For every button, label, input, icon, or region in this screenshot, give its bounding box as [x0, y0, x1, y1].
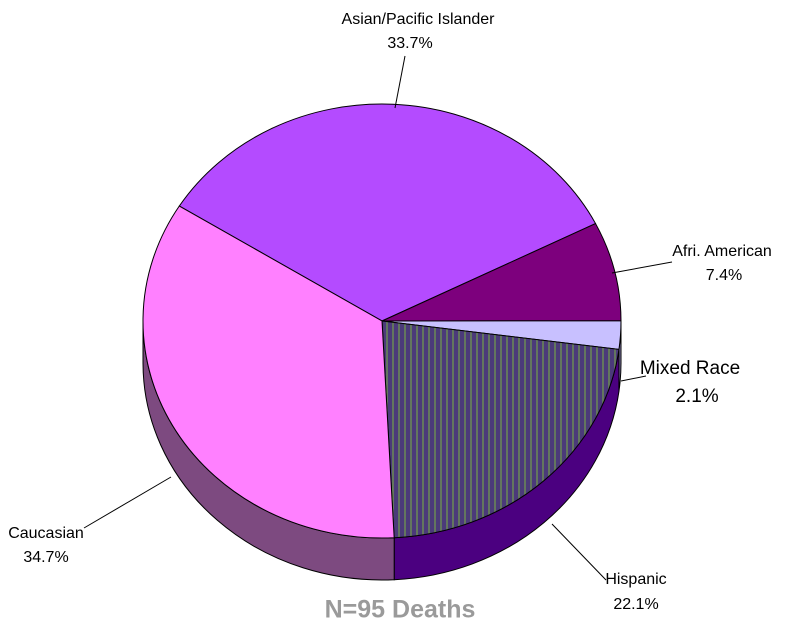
slice-label: Caucasian [8, 525, 84, 542]
value-label: 33.7% [387, 35, 432, 52]
value-label: 2.1% [675, 386, 718, 407]
slice-label: Asian/Pacific Islander [342, 11, 496, 28]
slice-label: Hispanic [605, 571, 666, 588]
slice [142, 205, 395, 539]
slice [381, 320, 620, 539]
value-label: 34.7% [23, 549, 68, 566]
leader-line [394, 55, 406, 109]
annotation: N=95 Deaths [325, 596, 476, 624]
value-label: 22.1% [613, 596, 658, 613]
leader-line [611, 261, 673, 274]
slice-label: Afri. American [672, 243, 772, 260]
leader-line [620, 375, 647, 382]
value-label: 7.4% [706, 267, 742, 284]
slice [178, 103, 597, 322]
leader-line [83, 476, 172, 529]
slice-label: Mixed Race [640, 358, 740, 379]
slice [381, 222, 622, 322]
leader-line [551, 523, 607, 581]
